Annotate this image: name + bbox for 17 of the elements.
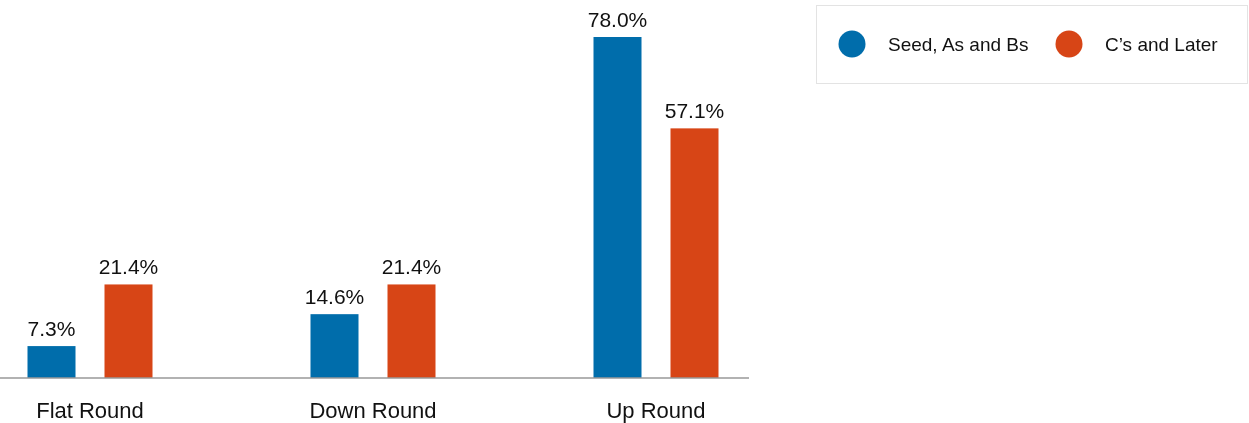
legend-label: C’s and Later [1105,34,1219,55]
x-tick-label: Up Round [606,398,706,423]
data-label: 14.6% [304,285,365,309]
data-label: 21.4% [98,255,159,279]
bar [27,346,76,378]
bar [310,314,359,378]
data-label: 78.0% [587,8,648,31]
bar [670,128,719,378]
bar [104,284,153,378]
bar [593,37,642,378]
data-label: 7.3% [27,317,76,341]
data-label: 57.1% [664,99,725,123]
legend-label: Seed, As and Bs [888,34,1029,55]
data-label: 21.4% [381,255,442,279]
bar [387,284,436,378]
x-tick-label: Down Round [309,398,437,423]
x-tick-label: Flat Round [36,398,144,423]
